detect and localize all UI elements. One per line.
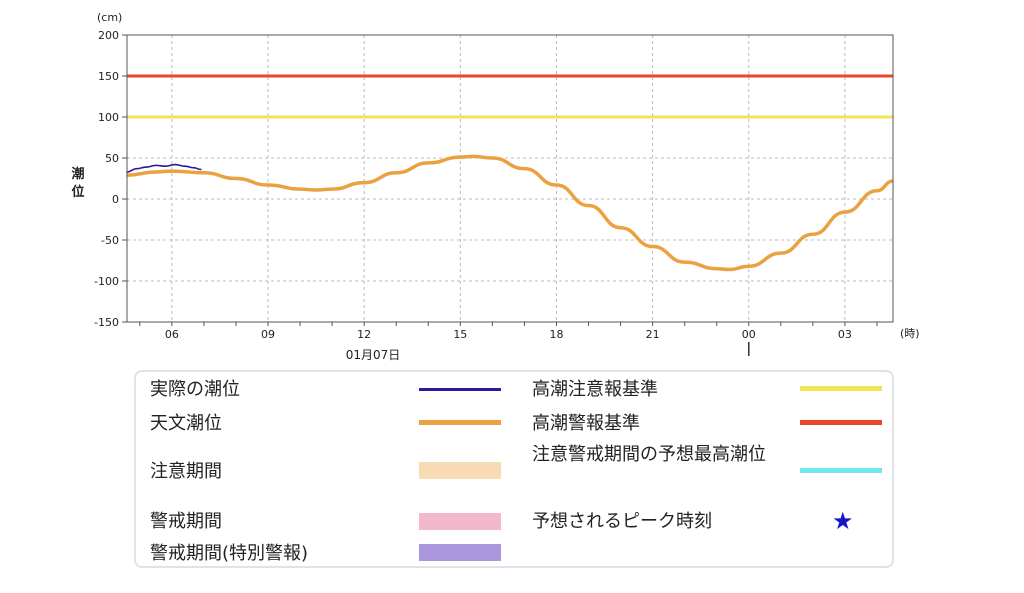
y-tick-label: -100 <box>94 275 119 288</box>
y-tick-label: 50 <box>105 152 119 165</box>
legend-box: 実際の潮位 天文潮位 注意期間 警戒期間 警戒期間(特別警報) 高潮注意報基準 … <box>134 370 894 568</box>
series-point <box>174 163 176 166</box>
legend-swatch-storm-surge-advisory <box>800 386 882 391</box>
series-point <box>183 165 186 167</box>
x-tick-label: 15 <box>453 328 467 341</box>
legend-label-storm-surge-advisory: 高潮注意報基準 <box>532 379 658 400</box>
y-tick-label: 200 <box>98 29 119 42</box>
y-tick-label: -150 <box>94 316 119 329</box>
series-point <box>315 189 317 191</box>
x-unit-label: (時) <box>900 327 920 340</box>
series-point <box>555 184 558 186</box>
series-point <box>491 157 494 159</box>
tide-series <box>126 154 894 272</box>
legend-swatch-caution-period <box>419 462 501 479</box>
star-icon: ★ <box>832 507 854 535</box>
legend-swatch-warning-period <box>419 513 501 530</box>
series-point <box>683 261 686 263</box>
series-point <box>459 156 462 158</box>
legend-swatch-predicted-max-tide <box>800 468 882 473</box>
series-point <box>715 267 718 270</box>
legend-label-actual-tide: 実際の潮位 <box>150 379 240 400</box>
series-point <box>235 177 237 180</box>
series-point <box>164 165 167 167</box>
series-point <box>203 171 205 174</box>
x-tick-label: 06 <box>165 328 179 341</box>
legend-label-predicted-peak-time: 予想されるピーク時刻 <box>532 511 712 532</box>
y-unit-label: (cm) <box>97 11 122 24</box>
legend-swatch-storm-surge-warning <box>800 420 882 425</box>
x-tick-label: 03 <box>838 328 852 341</box>
legend-label-storm-surge-warning: 高潮警報基準 <box>532 413 640 434</box>
series-point <box>155 164 157 167</box>
y-tick-label: 0 <box>112 193 119 206</box>
series-line <box>126 154 894 272</box>
series-point <box>472 155 474 158</box>
plot-frame <box>126 34 894 323</box>
series-point <box>876 190 878 192</box>
series-point <box>523 167 526 170</box>
axes: 200 150 100 50 0 -50 -100 -150 06 09 12 15 18 21 00 03 <box>94 29 878 356</box>
series-point <box>780 252 782 254</box>
series-point <box>363 181 365 184</box>
x-tick-label: 21 <box>646 328 660 341</box>
y-axis-title-char: 潮 <box>71 166 84 182</box>
legend-label-caution-period: 注意期間 <box>150 461 222 482</box>
series-point <box>844 211 846 213</box>
legend-label-special-warning-period: 警戒期間(特別警報) <box>150 543 309 564</box>
series-point <box>171 170 173 172</box>
y-tick-label: -50 <box>101 234 119 247</box>
legend-swatch-special-warning-period <box>419 544 501 561</box>
series-point <box>299 188 301 190</box>
legend-label-warning-period: 警戒期間 <box>150 511 222 532</box>
threshold-lines <box>127 74 893 119</box>
legend-label-astronomical-tide: 天文潮位 <box>150 413 222 434</box>
series-point <box>135 167 138 170</box>
x-tick-label: 18 <box>549 328 563 341</box>
series-point <box>155 171 157 173</box>
series-point <box>587 204 590 207</box>
series-point <box>193 167 196 169</box>
legend-swatch-astronomical-tide <box>419 420 501 425</box>
y-axis-title-char: 位 <box>71 184 84 200</box>
series-point <box>395 171 398 174</box>
x-tick-label: 12 <box>357 328 371 341</box>
series-point <box>267 184 269 186</box>
series-point <box>651 245 654 248</box>
series-point <box>619 226 622 229</box>
date-label: 01月07日 <box>346 348 401 362</box>
x-tick-label: 00 <box>742 328 756 341</box>
series-point <box>728 268 731 271</box>
legend-label-predicted-max-tide: 注意警戒期間の予想最高潮位 <box>532 444 766 465</box>
y-tick-label: 100 <box>98 111 119 124</box>
series-point <box>331 188 333 190</box>
series-point <box>747 265 750 268</box>
series-point <box>427 162 430 164</box>
series-point <box>812 233 814 236</box>
series-point <box>145 166 148 168</box>
legend-swatch-actual-tide <box>419 388 501 391</box>
series-point <box>199 168 202 171</box>
y-tick-label: 150 <box>98 70 119 83</box>
x-tick-label: 09 <box>261 328 275 341</box>
